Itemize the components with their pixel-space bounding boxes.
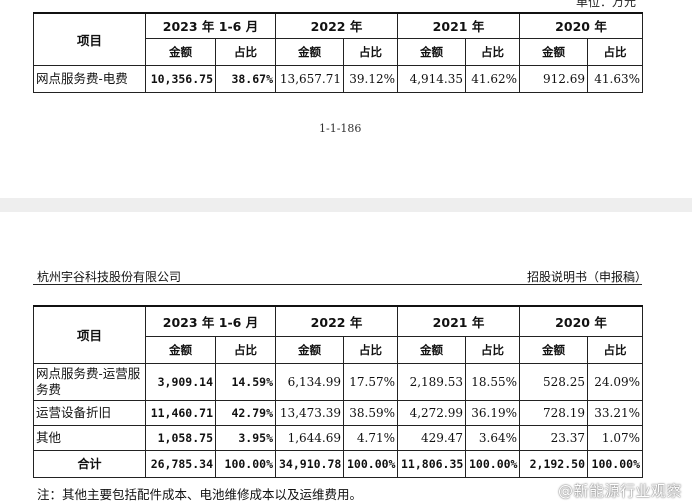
header-ratio: 占比 — [587, 37, 643, 66]
cell-amount: 528.25 — [519, 362, 588, 401]
cell-ratio: 24.09% — [587, 362, 643, 401]
header-period: 2021 年 — [397, 305, 520, 337]
cell-ratio: 18.55% — [465, 362, 520, 401]
header-amount: 金额 — [275, 37, 344, 66]
total-row: 合计 26,785.34 100.00% 34,910.78 100.00% 1… — [33, 449, 643, 478]
header-period: 2023 年 1-6 月 — [145, 12, 276, 39]
table-row: 网点服务费-电费 10,356.75 38.67% 13,657.71 39.1… — [33, 64, 643, 93]
table-row: 网点服务费-运营服务费 3,909.14 14.59% 6,134.99 17.… — [33, 362, 643, 401]
header-ratio: 占比 — [343, 335, 398, 364]
row-label: 其他 — [33, 424, 146, 451]
header-period: 2020 年 — [519, 305, 643, 337]
header-period: 2022 年 — [275, 12, 398, 39]
cell-amount: 4,272.99 — [397, 399, 466, 426]
cost-table-top: 项目 2023 年 1-6 月 2022 年 2021 年 2020 年 金额 … — [33, 12, 643, 93]
page-number: 1-1-186 — [319, 122, 362, 135]
cell-ratio: 41.63% — [587, 64, 643, 93]
cell-amount: 23.37 — [519, 424, 588, 451]
header-period: 2021 年 — [397, 12, 520, 39]
cell-ratio: 3.64% — [465, 424, 520, 451]
total-ratio: 100.00% — [215, 449, 276, 478]
header-ratio: 占比 — [343, 37, 398, 66]
footnote: 注：其他主要包括配件成本、电池维修成本以及运维费用。 — [37, 487, 363, 502]
cell-ratio: 36.19% — [465, 399, 520, 426]
total-ratio: 100.00% — [465, 449, 520, 478]
cell-ratio: 38.67% — [215, 64, 276, 93]
header-ratio: 占比 — [465, 37, 520, 66]
table-row: 运营设备折旧 11,460.71 42.79% 13,473.39 38.59%… — [33, 399, 643, 426]
cell-ratio: 3.95% — [215, 424, 276, 451]
header-ratio: 占比 — [587, 335, 643, 364]
header-ratio: 占比 — [215, 335, 276, 364]
header-amount: 金额 — [519, 335, 588, 364]
cell-amount: 13,657.71 — [275, 64, 344, 93]
cell-amount: 6,134.99 — [275, 362, 344, 401]
document-header: 招股说明书（申报稿） — [526, 270, 647, 284]
header-item: 项目 — [33, 305, 146, 364]
total-label: 合计 — [33, 449, 146, 478]
cell-amount: 11,460.71 — [145, 399, 216, 426]
cell-amount: 912.69 — [519, 64, 588, 93]
cell-ratio: 38.59% — [343, 399, 398, 426]
cell-amount: 4,914.35 — [397, 64, 466, 93]
cell-amount: 1,058.75 — [145, 424, 216, 451]
cost-table-bottom: 项目 2023 年 1-6 月 2022 年 2021 年 2020 年 金额 … — [33, 305, 643, 478]
header-amount: 金额 — [519, 37, 588, 66]
cell-ratio: 17.57% — [343, 362, 398, 401]
header-ratio: 占比 — [465, 335, 520, 364]
total-amount: 26,785.34 — [145, 449, 216, 478]
header-period: 2022 年 — [275, 305, 398, 337]
cell-ratio: 1.07% — [587, 424, 643, 451]
total-amount: 2,192.50 — [519, 449, 588, 478]
cell-ratio: 41.62% — [465, 64, 520, 93]
header-amount: 金额 — [145, 37, 216, 66]
cell-amount: 3,909.14 — [145, 362, 216, 401]
cell-amount: 728.19 — [519, 399, 588, 426]
header-amount: 金额 — [275, 335, 344, 364]
header-amount: 金额 — [145, 335, 216, 364]
header-item: 项目 — [33, 12, 146, 66]
header-period: 2023 年 1-6 月 — [145, 305, 276, 337]
watermark: @新能源行业观察 — [557, 482, 682, 500]
cell-amount: 2,189.53 — [397, 362, 466, 401]
total-amount: 11,806.35 — [397, 449, 466, 478]
cell-amount: 10,356.75 — [145, 64, 216, 93]
unit-label: 单位：万元 — [575, 0, 636, 9]
company-header: 杭州宇谷科技股份有限公司 — [37, 270, 182, 284]
cell-amount: 13,473.39 — [275, 399, 344, 426]
row-label: 运营设备折旧 — [33, 399, 146, 426]
table-row: 其他 1,058.75 3.95% 1,644.69 4.71% 429.47 … — [33, 424, 643, 451]
cell-ratio: 33.21% — [587, 399, 643, 426]
header-period: 2020 年 — [519, 12, 643, 39]
total-ratio: 100.00% — [587, 449, 643, 478]
header-amount: 金额 — [397, 37, 466, 66]
header-amount: 金额 — [397, 335, 466, 364]
row-label: 网点服务费-运营服务费 — [33, 362, 146, 401]
header-ratio: 占比 — [215, 37, 276, 66]
header-rule — [33, 284, 642, 285]
cell-ratio: 4.71% — [343, 424, 398, 451]
total-ratio: 100.00% — [343, 449, 398, 478]
cell-ratio: 42.79% — [215, 399, 276, 426]
cell-amount: 1,644.69 — [275, 424, 344, 451]
total-amount: 34,910.78 — [275, 449, 344, 478]
page-separator — [0, 198, 692, 212]
cell-amount: 429.47 — [397, 424, 466, 451]
cell-ratio: 14.59% — [215, 362, 276, 401]
row-label: 网点服务费-电费 — [33, 64, 146, 93]
cell-ratio: 39.12% — [343, 64, 398, 93]
